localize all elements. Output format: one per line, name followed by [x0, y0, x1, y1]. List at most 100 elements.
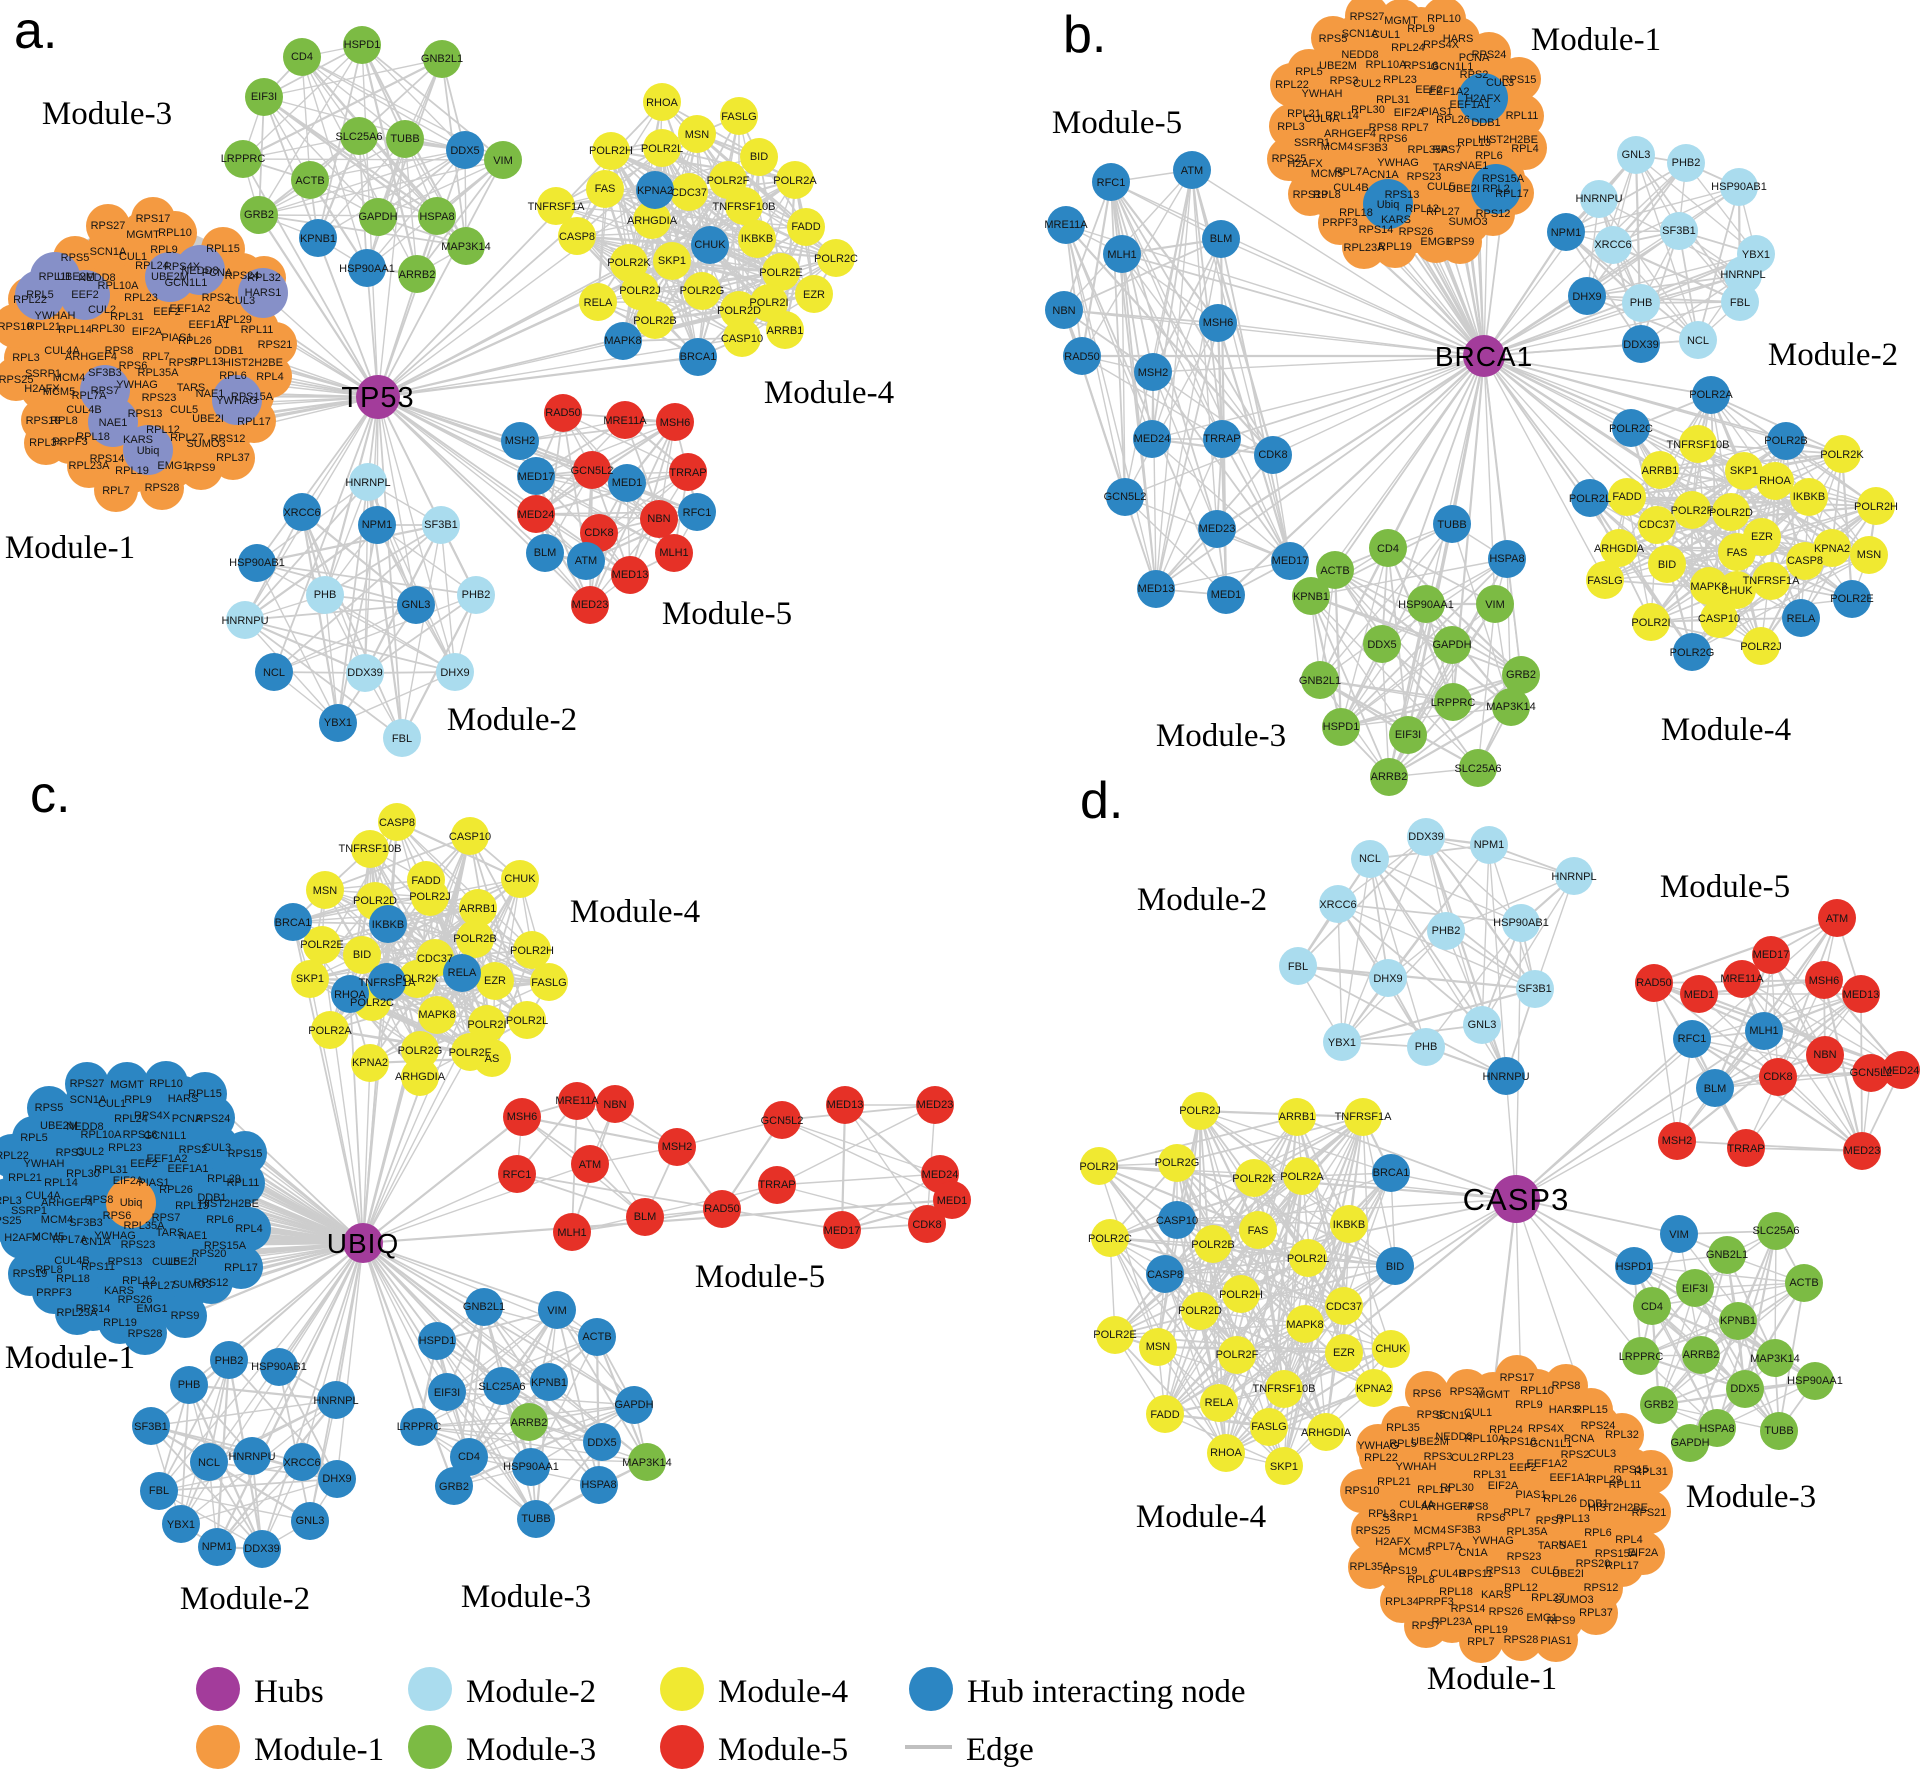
svg-text:GNL3: GNL3	[402, 599, 431, 611]
svg-text:RPL17: RPL17	[237, 416, 271, 428]
svg-text:RPS25: RPS25	[0, 1215, 21, 1227]
svg-text:MAPK8: MAPK8	[418, 1009, 455, 1021]
svg-text:SF3B1: SF3B1	[1518, 983, 1552, 995]
svg-text:Module-5: Module-5	[1052, 105, 1182, 141]
svg-text:RPL10: RPL10	[1427, 13, 1461, 25]
svg-text:RELA: RELA	[1787, 613, 1816, 625]
svg-text:NPM1: NPM1	[1474, 839, 1505, 851]
svg-text:RPL34: RPL34	[29, 437, 63, 449]
svg-text:ACTB: ACTB	[582, 1331, 611, 1343]
svg-text:RPS2: RPS2	[1460, 69, 1489, 81]
svg-text:Module-3: Module-3	[42, 96, 172, 132]
svg-text:DHX9: DHX9	[322, 1473, 351, 1485]
svg-text:RPL21: RPL21	[1287, 108, 1321, 120]
svg-text:YWHAG: YWHAG	[216, 395, 258, 407]
svg-text:RPS27: RPS27	[1450, 1386, 1485, 1398]
svg-text:TRRAP: TRRAP	[1727, 1143, 1764, 1155]
svg-text:GRB2: GRB2	[1644, 1399, 1674, 1411]
svg-text:RPL37: RPL37	[1579, 1607, 1613, 1619]
svg-text:GNL3: GNL3	[1622, 149, 1651, 161]
svg-text:GAPDH: GAPDH	[358, 211, 397, 223]
svg-text:ARHGDIA: ARHGDIA	[627, 215, 678, 227]
svg-text:RPS9: RPS9	[187, 462, 216, 474]
svg-text:FASLG: FASLG	[531, 977, 566, 989]
svg-text:MRE11A: MRE11A	[603, 415, 647, 427]
svg-text:Module-3: Module-3	[1686, 1479, 1816, 1515]
svg-text:CD4: CD4	[1641, 1301, 1663, 1313]
svg-text:RPL23: RPL23	[108, 1142, 142, 1154]
svg-text:a.: a.	[14, 2, 57, 60]
svg-text:NPM1: NPM1	[1551, 227, 1582, 239]
svg-text:RPL17: RPL17	[1605, 1560, 1639, 1572]
svg-text:RPL9: RPL9	[150, 244, 178, 256]
svg-text:GRB2: GRB2	[1506, 669, 1536, 681]
svg-text:TNFRSF10B: TNFRSF10B	[1253, 1383, 1316, 1395]
svg-text:Module-2: Module-2	[447, 702, 577, 738]
svg-text:IKBKB: IKBKB	[741, 233, 773, 245]
svg-text:RPL32: RPL32	[247, 272, 281, 284]
svg-text:RPS8: RPS8	[1552, 1380, 1581, 1392]
svg-text:CUL4A: CUL4A	[25, 1190, 61, 1202]
svg-text:XRCC6: XRCC6	[283, 507, 320, 519]
svg-text:HSPA8: HSPA8	[1699, 1423, 1734, 1435]
svg-text:RPL35: RPL35	[1386, 1422, 1420, 1434]
svg-text:GCN1L1: GCN1L1	[144, 1130, 187, 1142]
svg-text:RPL4: RPL4	[235, 1223, 263, 1235]
svg-text:RPL10: RPL10	[149, 1078, 183, 1090]
svg-text:EMG1: EMG1	[157, 460, 188, 472]
svg-text:PHB2: PHB2	[462, 589, 491, 601]
svg-text:PHB2: PHB2	[1672, 157, 1701, 169]
svg-text:CN1A: CN1A	[1458, 1547, 1488, 1559]
svg-text:MAP3K14: MAP3K14	[1486, 701, 1536, 713]
svg-text:BRCA1: BRCA1	[275, 917, 312, 929]
svg-text:SKP1: SKP1	[1730, 465, 1758, 477]
svg-text:DDB1: DDB1	[214, 345, 243, 357]
svg-text:TRRAP: TRRAP	[758, 1179, 795, 1191]
svg-text:ARRB1: ARRB1	[460, 903, 497, 915]
svg-text:BLM: BLM	[534, 547, 557, 559]
svg-text:GCN5L2: GCN5L2	[761, 1115, 804, 1127]
svg-text:MAP3K14: MAP3K14	[441, 241, 491, 253]
svg-text:RPL31: RPL31	[1473, 1469, 1507, 1481]
svg-text:GNB2L1: GNB2L1	[1706, 1249, 1748, 1261]
svg-text:RPS23: RPS23	[1507, 1551, 1542, 1563]
svg-text:SUMO3: SUMO3	[1554, 1594, 1593, 1606]
svg-text:RPS7: RPS7	[1412, 1620, 1441, 1632]
svg-text:ATM: ATM	[575, 555, 597, 567]
svg-text:HSPA8: HSPA8	[581, 1479, 616, 1491]
svg-text:EIF2A: EIF2A	[1394, 107, 1425, 119]
svg-text:DDX39: DDX39	[347, 667, 382, 679]
svg-text:RPL26: RPL26	[159, 1184, 193, 1196]
svg-text:RPL32: RPL32	[1605, 1429, 1639, 1441]
svg-text:PIAS1: PIAS1	[1540, 1635, 1571, 1647]
svg-text:HIST2H2BE: HIST2H2BE	[199, 1198, 259, 1210]
svg-text:RPS28: RPS28	[128, 1328, 163, 1340]
svg-text:RPL15: RPL15	[206, 243, 240, 255]
svg-text:CUL4A: CUL4A	[44, 345, 80, 357]
svg-text:MED17: MED17	[1753, 949, 1790, 961]
svg-text:EIF2A: EIF2A	[1488, 1480, 1519, 1492]
svg-text:RAD50: RAD50	[704, 1203, 739, 1215]
svg-text:TRRAP: TRRAP	[669, 467, 706, 479]
svg-text:POLR2E: POLR2E	[1830, 593, 1873, 605]
svg-text:NCL: NCL	[1359, 853, 1381, 865]
svg-text:CUL2: CUL2	[1451, 1452, 1479, 1464]
svg-text:YBX1: YBX1	[167, 1519, 195, 1531]
svg-text:PIAS1: PIAS1	[1515, 1489, 1546, 1501]
svg-text:MSH6: MSH6	[1809, 975, 1840, 987]
svg-text:RPL11: RPL11	[39, 271, 72, 283]
svg-text:KPNB1: KPNB1	[300, 233, 336, 245]
svg-text:RELA: RELA	[448, 967, 477, 979]
svg-text:TARS: TARS	[1433, 162, 1462, 174]
svg-text:CD4: CD4	[1377, 543, 1399, 555]
svg-text:MRE11A: MRE11A	[555, 1095, 599, 1107]
svg-text:RPS28: RPS28	[145, 482, 180, 494]
svg-text:SLC25A6: SLC25A6	[478, 1381, 525, 1393]
svg-text:RPL9: RPL9	[124, 1094, 152, 1106]
svg-text:Module-1: Module-1	[1531, 22, 1661, 58]
svg-text:DDX5: DDX5	[1730, 1383, 1759, 1395]
svg-text:TNFRSF10B: TNFRSF10B	[713, 201, 776, 213]
svg-text:RPL17: RPL17	[224, 1262, 258, 1274]
svg-text:NBN: NBN	[603, 1099, 626, 1111]
svg-text:RAD50: RAD50	[1636, 977, 1671, 989]
